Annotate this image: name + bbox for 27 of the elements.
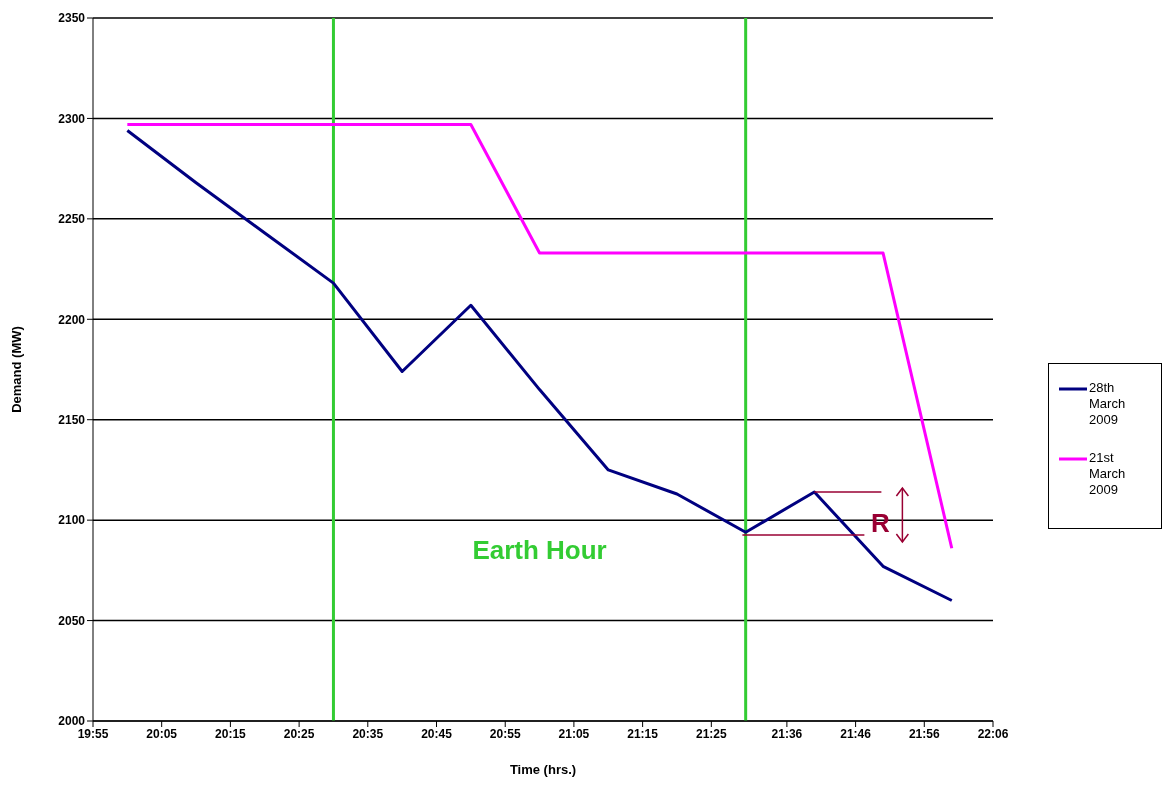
x-tick-label: 21:15 xyxy=(627,726,659,741)
y-axis-title: Demand (MW) xyxy=(8,326,24,413)
x-tick-label: 21:56 xyxy=(908,726,940,741)
x-tick-label: 21:46 xyxy=(840,726,872,741)
x-tick-label: 20:45 xyxy=(421,726,453,741)
y-tick-label: 2050 xyxy=(58,613,86,628)
x-tick-label: 22:06 xyxy=(977,726,1009,741)
annotation: Earth Hour xyxy=(472,535,607,566)
y-tick-label: 2300 xyxy=(58,111,86,126)
legend-label: 28th March 2009 xyxy=(1089,380,1127,428)
y-tick-label: 2350 xyxy=(58,11,86,26)
x-tick-label: 20:55 xyxy=(489,726,521,741)
x-tick-label: 19:55 xyxy=(77,726,109,741)
x-tick-label: 20:35 xyxy=(352,726,384,741)
y-tick-label: 2100 xyxy=(58,513,86,528)
x-tick-label: 20:15 xyxy=(215,726,247,741)
legend-label: 21st March 2009 xyxy=(1089,450,1127,498)
x-tick-label: 20:05 xyxy=(146,726,178,741)
x-tick-label: 21:25 xyxy=(695,726,727,741)
y-tick-label: 2000 xyxy=(58,714,86,729)
x-tick-label: 21:05 xyxy=(558,726,590,741)
y-tick-label: 2250 xyxy=(58,212,86,227)
x-tick-label: 20:25 xyxy=(283,726,315,741)
y-tick-label: 2200 xyxy=(58,312,86,327)
x-tick-label: 21:36 xyxy=(771,726,803,741)
y-tick-label: 2150 xyxy=(58,412,86,427)
x-axis-title: Time (hrs.) xyxy=(509,762,577,777)
